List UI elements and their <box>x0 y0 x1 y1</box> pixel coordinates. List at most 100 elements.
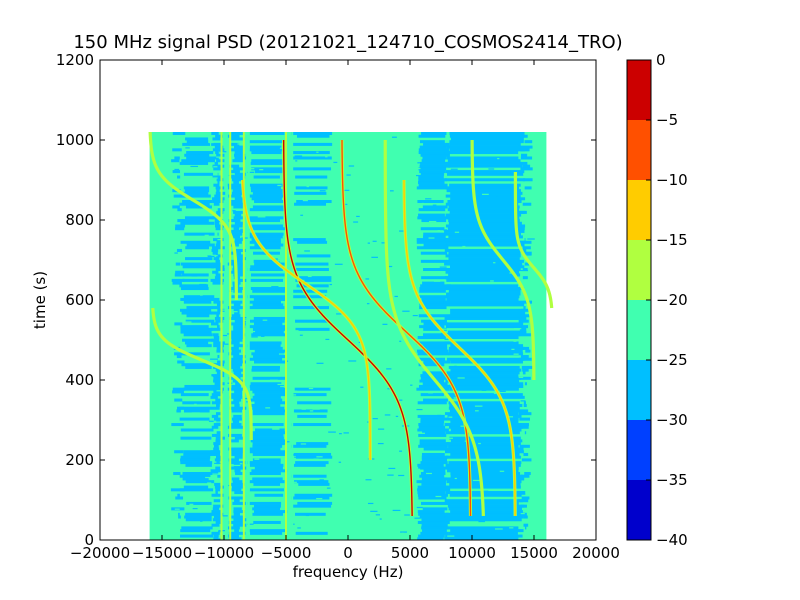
heatmap-speckle <box>213 166 218 168</box>
heatmap-speckle <box>382 323 388 325</box>
heatmap-cell <box>450 368 522 372</box>
heatmap-cell <box>249 194 286 198</box>
x-tick-label: 10000 <box>448 544 496 562</box>
heatmap-speckle <box>223 218 228 220</box>
heatmap-speckle <box>463 505 471 507</box>
heatmap-speckle <box>316 362 324 364</box>
heatmap-cell <box>185 463 212 467</box>
heatmap-cell <box>250 265 281 269</box>
heatmap-cell <box>448 461 522 465</box>
heatmap-cell <box>445 194 521 198</box>
heatmap-speckle <box>292 390 298 392</box>
heatmap-cell <box>249 246 281 250</box>
heatmap-cell <box>252 412 285 416</box>
heatmap-cell <box>213 167 221 171</box>
heatmap-cell <box>234 390 243 394</box>
heatmap-speckle <box>351 173 358 176</box>
heatmap-cell <box>417 493 448 497</box>
heatmap-speckle <box>292 481 297 483</box>
heatmap-cell <box>185 257 213 261</box>
heatmap-speckle <box>192 508 198 510</box>
heatmap-cell <box>181 311 213 315</box>
heatmap-cell <box>179 417 210 421</box>
heatmap-cell <box>231 488 242 492</box>
heatmap-cell <box>417 491 446 495</box>
heatmap-cell <box>249 183 284 187</box>
heatmap-speckle <box>439 266 447 268</box>
heatmap-cell <box>248 235 283 239</box>
heatmap-cell <box>448 401 520 405</box>
heatmap-speckle <box>305 514 309 517</box>
heatmap-cell <box>446 156 519 160</box>
heatmap-cell <box>418 208 446 212</box>
heatmap-cell <box>249 208 285 212</box>
heatmap-cell <box>446 243 525 247</box>
heatmap-cell <box>291 289 328 293</box>
heatmap-cell <box>234 172 246 176</box>
heatmap-cell <box>423 142 450 146</box>
heatmap-cell <box>520 148 530 152</box>
heatmap-cell <box>447 393 523 397</box>
colorbar-segment <box>627 180 651 240</box>
heatmap-cell <box>213 344 224 348</box>
heatmap-cell <box>211 401 222 405</box>
heatmap-cell <box>250 439 285 443</box>
heatmap-cell <box>185 365 212 369</box>
heatmap-cell <box>448 352 524 356</box>
heatmap-cell <box>251 151 282 155</box>
heatmap-cell <box>293 463 326 467</box>
heatmap-speckle <box>269 379 278 381</box>
heatmap-cell <box>422 529 447 533</box>
heatmap-speckle <box>494 209 501 212</box>
heatmap-cell <box>179 202 210 206</box>
heatmap-speckle <box>304 250 310 252</box>
heatmap-cell <box>249 488 284 492</box>
heatmap-cell <box>445 202 519 206</box>
heatmap-cell <box>232 159 245 163</box>
heatmap-cell <box>418 314 450 318</box>
heatmap-cell <box>172 148 182 152</box>
heatmap-cell <box>215 273 225 277</box>
heatmap-cell <box>216 189 220 193</box>
heatmap-speckle <box>334 478 342 480</box>
heatmap-speckle <box>199 283 207 286</box>
colorbar-tick-label: −15 <box>656 231 688 249</box>
heatmap-cell <box>449 482 521 486</box>
heatmap-cell <box>418 178 447 182</box>
heatmap-speckle <box>526 492 532 494</box>
heatmap-speckle <box>511 342 518 345</box>
heatmap-speckle <box>513 340 517 342</box>
heatmap-cell <box>450 137 524 141</box>
x-tick-label: 5000 <box>391 544 429 562</box>
heatmap-speckle <box>249 295 254 297</box>
heatmap-speckle <box>375 514 380 516</box>
heatmap-speckle <box>228 484 236 487</box>
heatmap-speckle <box>367 502 374 505</box>
heatmap-cell <box>522 251 532 255</box>
heatmap-cell <box>230 365 241 369</box>
heatmap-cell <box>421 159 446 163</box>
heatmap-cell <box>254 170 287 174</box>
heatmap-cell <box>185 205 212 209</box>
colorbar-segment <box>627 240 651 300</box>
heatmap-speckle <box>395 353 398 355</box>
heatmap-cell <box>446 259 525 263</box>
heatmap-cell <box>231 450 244 454</box>
heatmap-cell <box>211 393 222 397</box>
heatmap-cell <box>232 178 244 182</box>
heatmap-cell <box>251 352 284 356</box>
heatmap-cell <box>248 472 281 476</box>
heatmap-speckle <box>193 517 197 519</box>
heatmap-cell <box>175 496 184 500</box>
heatmap-speckle <box>210 358 219 360</box>
heatmap-cell <box>227 425 244 429</box>
heatmap-speckle <box>336 313 342 315</box>
heatmap-speckle <box>398 474 405 477</box>
heatmap-cell <box>231 409 242 413</box>
heatmap-cell <box>447 216 520 220</box>
heatmap-cell <box>445 450 524 454</box>
heatmap-cell <box>177 493 180 497</box>
heatmap-cell <box>521 365 533 369</box>
heatmap-speckle <box>348 165 355 167</box>
